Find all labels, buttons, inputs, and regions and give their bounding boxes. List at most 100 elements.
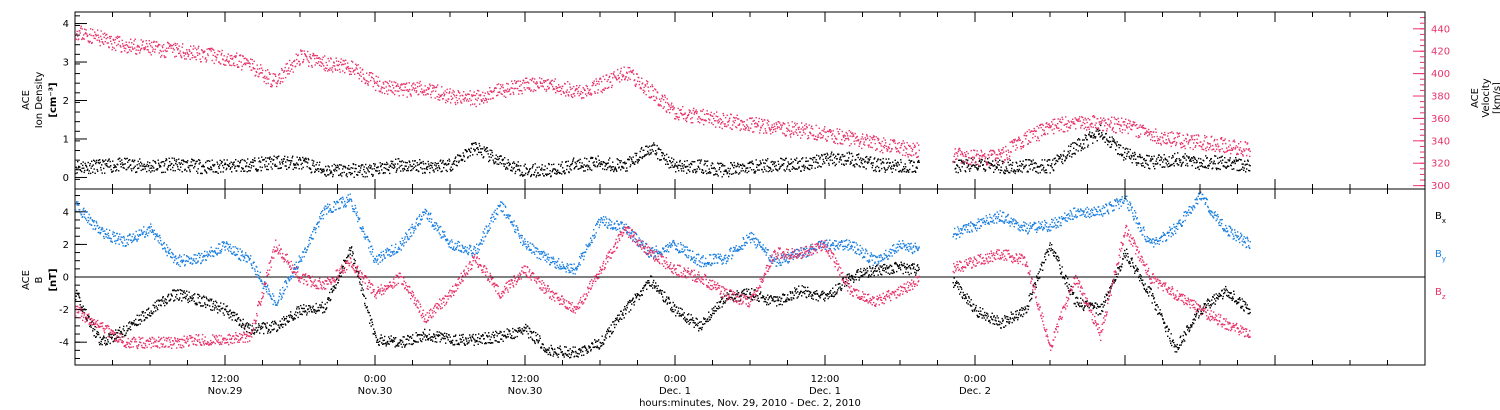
velocity-point (1053, 128, 1055, 130)
density-point (1203, 160, 1205, 162)
velocity-point (894, 142, 896, 144)
density-point (685, 165, 687, 168)
velocity-point (915, 153, 917, 155)
velocity-point (1019, 139, 1021, 141)
density-point (898, 164, 900, 166)
velocity-point (1075, 128, 1077, 130)
velocity-point (366, 72, 368, 74)
density-point (672, 161, 674, 163)
velocity-point (321, 62, 323, 64)
Bx-point (95, 336, 97, 338)
density-point (561, 173, 563, 175)
velocity-point (200, 61, 202, 63)
Bx-point (218, 305, 220, 308)
Bx-point (123, 325, 125, 328)
density-point (1175, 160, 1177, 162)
Bx-point (177, 289, 179, 292)
density-point (902, 168, 904, 171)
density-point (870, 163, 872, 165)
density-point (971, 164, 973, 167)
velocity-point (611, 84, 613, 87)
velocity-point (332, 71, 334, 73)
velocity-point (324, 70, 326, 72)
density-point (456, 165, 458, 167)
density-point (155, 162, 157, 164)
density-point (1199, 162, 1201, 164)
velocity-point (111, 48, 113, 51)
density-point (151, 167, 153, 169)
velocity-point (95, 33, 97, 35)
density-point (656, 144, 658, 147)
density-point (1193, 161, 1195, 164)
density-point (162, 171, 164, 173)
velocity-point (737, 118, 739, 120)
velocity-point (336, 64, 338, 66)
velocity-point (269, 73, 271, 75)
velocity-point (621, 74, 623, 76)
velocity-point (217, 50, 219, 52)
density-point (476, 153, 478, 156)
velocity-point (317, 57, 319, 59)
density-point (1236, 169, 1238, 172)
velocity-point (246, 58, 248, 60)
Bx-point (179, 297, 181, 299)
density-point (671, 164, 673, 167)
density-point (753, 169, 755, 171)
density-point (639, 150, 641, 153)
density-point (361, 173, 363, 176)
density-point (593, 164, 595, 166)
density-point (696, 170, 698, 173)
velocity-point (80, 27, 82, 29)
density-point (803, 164, 805, 166)
velocity-point (856, 135, 858, 138)
velocity-point (338, 60, 340, 63)
velocity-point (181, 46, 183, 48)
density-point (174, 159, 176, 161)
density-point (330, 171, 332, 173)
density-point (1058, 156, 1060, 158)
velocity-point (1021, 142, 1023, 144)
velocity-point (518, 93, 520, 95)
density-point (763, 162, 765, 164)
Bx-point (111, 336, 113, 338)
velocity-point (605, 87, 607, 89)
velocity-point (1213, 140, 1215, 142)
density-point (961, 166, 963, 168)
density-point (815, 159, 817, 161)
velocity-point (362, 68, 364, 71)
density-point (1236, 160, 1238, 162)
velocity-point (222, 59, 224, 61)
velocity-point (450, 102, 452, 104)
velocity-point (1103, 117, 1105, 119)
density-point (1053, 158, 1055, 160)
density-point (1214, 163, 1216, 165)
density-point (134, 165, 136, 167)
velocity-point (115, 49, 117, 52)
density-point (856, 163, 858, 166)
density-point (395, 158, 397, 160)
velocity-point (1245, 141, 1247, 144)
velocity-point (844, 139, 846, 142)
density-point (462, 152, 464, 154)
density-point (977, 168, 979, 170)
velocity-point (405, 83, 407, 85)
velocity-point (244, 57, 246, 59)
velocity-point (569, 83, 571, 85)
density-point (1169, 165, 1171, 167)
Bx-point (125, 334, 127, 336)
density-point (450, 166, 452, 168)
density-point (1094, 136, 1096, 138)
velocity-point (416, 90, 418, 92)
velocity-point (824, 131, 826, 133)
density-point (608, 166, 610, 168)
Bx-point (184, 292, 186, 294)
velocity-point (823, 128, 825, 130)
velocity-point (1191, 135, 1193, 137)
velocity-point (495, 87, 497, 89)
density-point (338, 168, 340, 170)
density-point (967, 159, 969, 161)
density-point (736, 171, 738, 174)
Bx-point (89, 318, 91, 321)
velocity-point (1172, 141, 1174, 144)
density-point (699, 168, 701, 170)
